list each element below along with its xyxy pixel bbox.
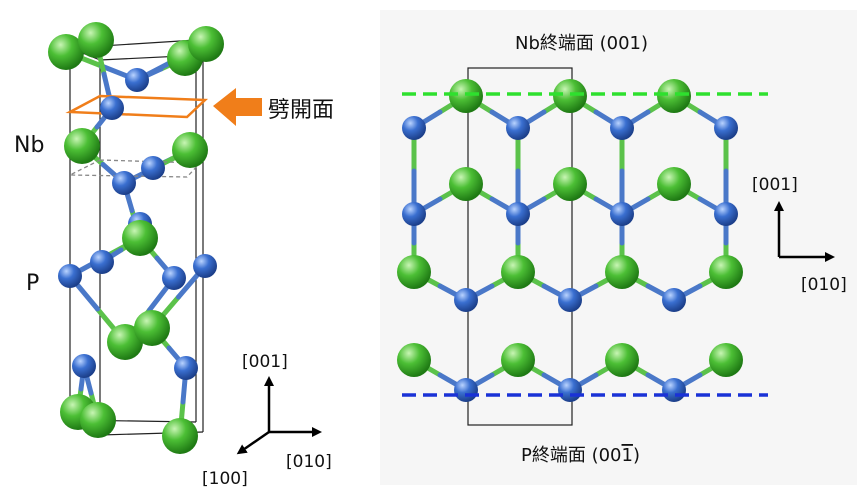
nb-atom — [78, 22, 114, 58]
right-axis-y-label: [010] — [801, 275, 847, 295]
nb-atom — [188, 26, 224, 62]
nb-atom — [449, 167, 483, 201]
p-atom — [58, 264, 82, 288]
dashed-plane — [69, 159, 202, 178]
p-atom — [558, 378, 582, 402]
p-atom — [506, 116, 530, 140]
p-termination-text: P終端面 (00 — [521, 445, 622, 466]
p-atom — [610, 116, 634, 140]
left-axis-y-label: [010] — [286, 452, 332, 472]
p-termination-label: P終端面 (001) — [521, 445, 640, 466]
nb-atom — [397, 255, 431, 289]
p-atom — [506, 202, 530, 226]
p-atom — [162, 266, 186, 290]
left-axis-z-label: [001] — [242, 352, 288, 372]
p-atom — [714, 116, 738, 140]
p-atom — [112, 171, 136, 195]
nb-atom — [80, 402, 116, 438]
p-atom — [100, 96, 124, 120]
right-panel-background — [380, 10, 857, 485]
left-axis-arrows — [236, 376, 322, 455]
left-axis-x-label: [100] — [202, 469, 248, 489]
right-axis-z-label: [001] — [752, 175, 798, 195]
p-atom — [662, 378, 686, 402]
orange-arrow-icon — [213, 88, 262, 126]
right-axis-arrows — [774, 201, 835, 262]
nb-atom — [397, 343, 431, 377]
p-atom — [402, 116, 426, 140]
cleavage-plane — [65, 94, 209, 119]
p-atom — [558, 288, 582, 312]
nb-atom — [172, 132, 208, 168]
p-atom — [402, 202, 426, 226]
p-atom — [610, 202, 634, 226]
p-atom — [193, 254, 217, 278]
nb-atom-label: Nb — [14, 133, 44, 158]
nb-atom — [107, 324, 143, 360]
nb-atom — [134, 310, 170, 346]
nb-atom — [122, 220, 158, 256]
p-atom — [174, 356, 198, 380]
nb-atom — [449, 79, 483, 113]
nb-atom — [501, 255, 535, 289]
overbar-digit: 1 — [622, 445, 633, 466]
nb-termination-label: Nb終端面 (001) — [515, 33, 648, 54]
nb-atom — [553, 167, 587, 201]
p-atom — [72, 354, 96, 378]
p-atom — [714, 202, 738, 226]
nb-atom — [709, 255, 743, 289]
axis-arrow-icon — [236, 430, 270, 455]
p-atom — [662, 288, 686, 312]
p-atom-label: P — [26, 271, 39, 296]
nb-atom — [657, 167, 691, 201]
p-atom — [90, 250, 114, 274]
p-atom — [454, 378, 478, 402]
nb-atom — [553, 79, 587, 113]
nb-atom — [605, 255, 639, 289]
p-termination-close: ) — [633, 445, 640, 466]
nb-atom — [64, 128, 100, 164]
nb-atom — [48, 34, 84, 70]
right-panel: Nb終端面 (001) P終端面 (001) [001] [010] — [380, 10, 857, 485]
nb-atom — [162, 418, 198, 454]
p-atom — [141, 156, 165, 180]
cleavage-plane-label: 劈開面 — [268, 98, 334, 123]
nb-atom — [501, 343, 535, 377]
p-atom — [125, 68, 149, 92]
nb-atom — [605, 343, 639, 377]
left-atoms — [48, 22, 224, 454]
nb-atom — [657, 79, 691, 113]
left-panel: 劈開面 Nb P [001] [010] [100] — [14, 22, 334, 489]
p-atom — [454, 288, 478, 312]
unit-cell-rect — [467, 67, 573, 426]
nb-atom — [709, 343, 743, 377]
